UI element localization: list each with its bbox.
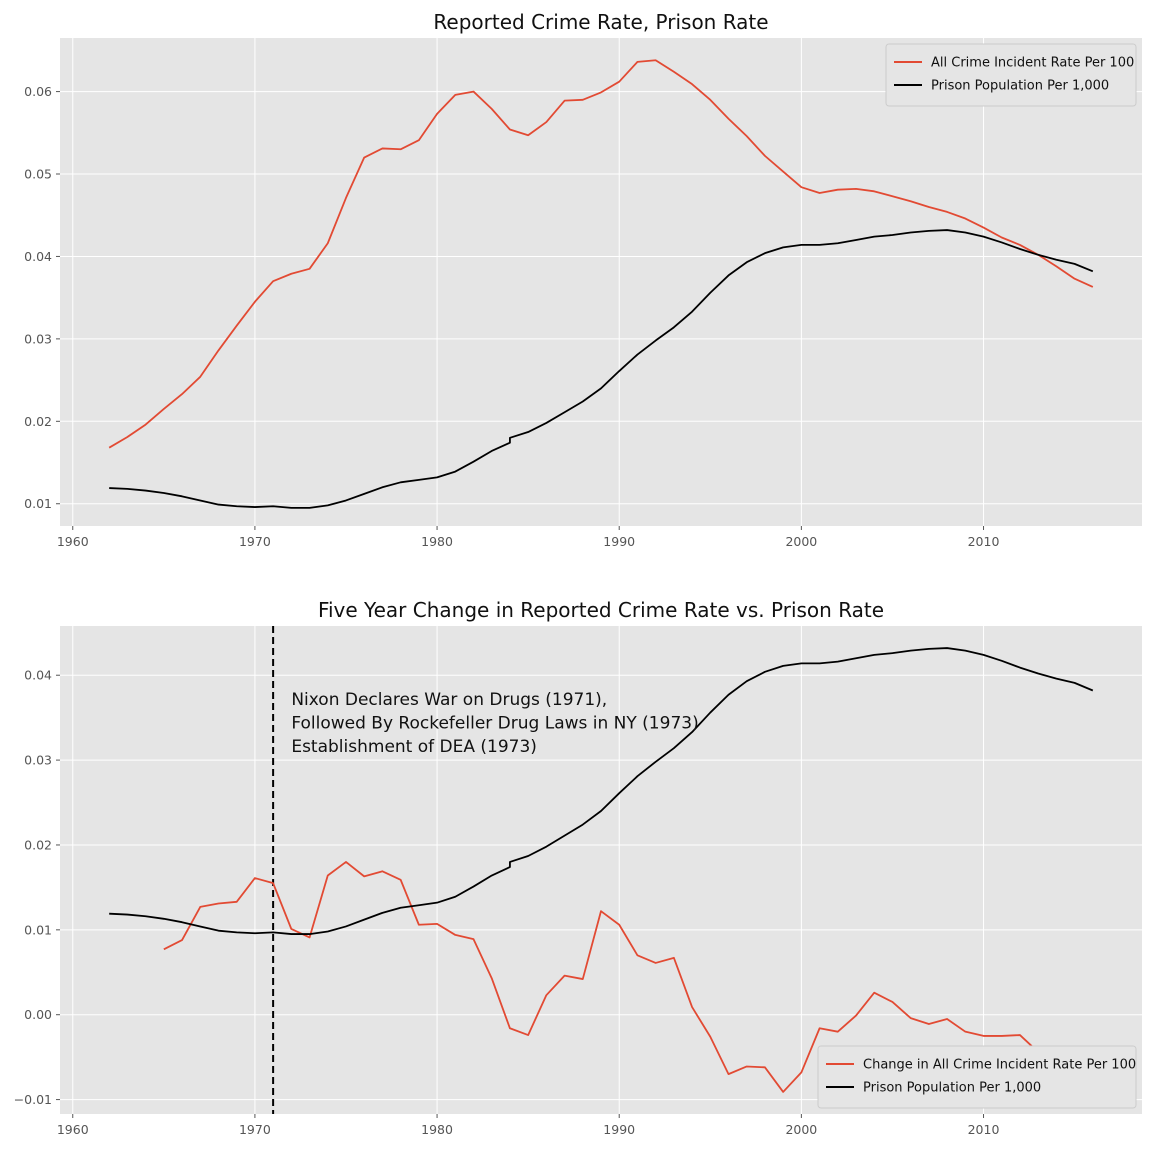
x-tick-label: 1980 [421, 1122, 453, 1137]
x-tick-label: 1960 [57, 534, 89, 549]
series-prison [109, 647, 1094, 935]
prison-line [109, 229, 1094, 509]
prison-line [109, 647, 1094, 935]
annotation-line: Establishment of DEA (1973) [291, 737, 537, 757]
crime-line [163, 861, 1093, 1093]
y-tick-label: −0.01 [14, 1092, 52, 1107]
chart-title: Reported Crime Rate, Prison Rate [433, 10, 768, 34]
plot-area [60, 38, 1142, 526]
y-tick-label: 0.02 [24, 414, 52, 429]
y-tick-label: 0.06 [24, 84, 52, 99]
bottom-chart: Five Year Change in Reported Crime Rate … [14, 598, 1142, 1137]
x-tick-label: 1970 [239, 534, 271, 549]
y-tick-label: 0.00 [24, 1007, 52, 1022]
crime-line [108, 59, 1094, 449]
y-tick-label: 0.01 [24, 922, 52, 937]
x-tick-label: 2000 [785, 1122, 817, 1137]
x-tick-label: 2010 [968, 534, 1000, 549]
y-tick-label: 0.04 [24, 668, 52, 683]
legend: All Crime Incident Rate Per 100 Prison Po… [885, 43, 1137, 107]
y-tick-label: 0.03 [24, 753, 52, 768]
series-crime [163, 861, 1093, 1093]
top-chart: Reported Crime Rate, Prison Rate 1960 1970… [24, 10, 1142, 549]
chart-title: Five Year Change in Reported Crime Rate … [318, 598, 884, 622]
x-tick-label: 2010 [968, 1122, 1000, 1137]
legend-label: Change in All Crime Incident Rate Per 10… [863, 1058, 1136, 1073]
series-crime [108, 59, 1094, 449]
y-tick-label: 0.02 [24, 837, 52, 852]
x-tick-label: 1980 [421, 534, 453, 549]
x-tick-label: 1970 [239, 1122, 271, 1137]
legend-box [885, 43, 1137, 107]
y-tick-label: 0.05 [24, 167, 52, 182]
y-tick-label: 0.01 [24, 496, 52, 511]
legend-label: All Crime Incident Rate Per 100 [931, 56, 1134, 71]
x-tick-label: 1990 [603, 1122, 635, 1137]
annotation-line: Followed By Rockefeller Drug Laws in NY … [291, 713, 698, 733]
legend-label: Prison Population Per 1,000 [863, 1081, 1041, 1096]
legend-box [817, 1045, 1137, 1109]
series-prison [109, 229, 1094, 509]
y-tick-label: 0.04 [24, 249, 52, 264]
legend: Change in All Crime Incident Rate Per 10… [817, 1045, 1137, 1109]
legend-label: Prison Population Per 1,000 [931, 79, 1109, 94]
plot-area [60, 626, 1142, 1114]
annotation-line: Nixon Declares War on Drugs (1971), [291, 690, 607, 710]
x-tick-label: 1960 [57, 1122, 89, 1137]
y-tick-label: 0.03 [24, 331, 52, 346]
x-tick-label: 1990 [603, 534, 635, 549]
x-tick-label: 2000 [785, 534, 817, 549]
